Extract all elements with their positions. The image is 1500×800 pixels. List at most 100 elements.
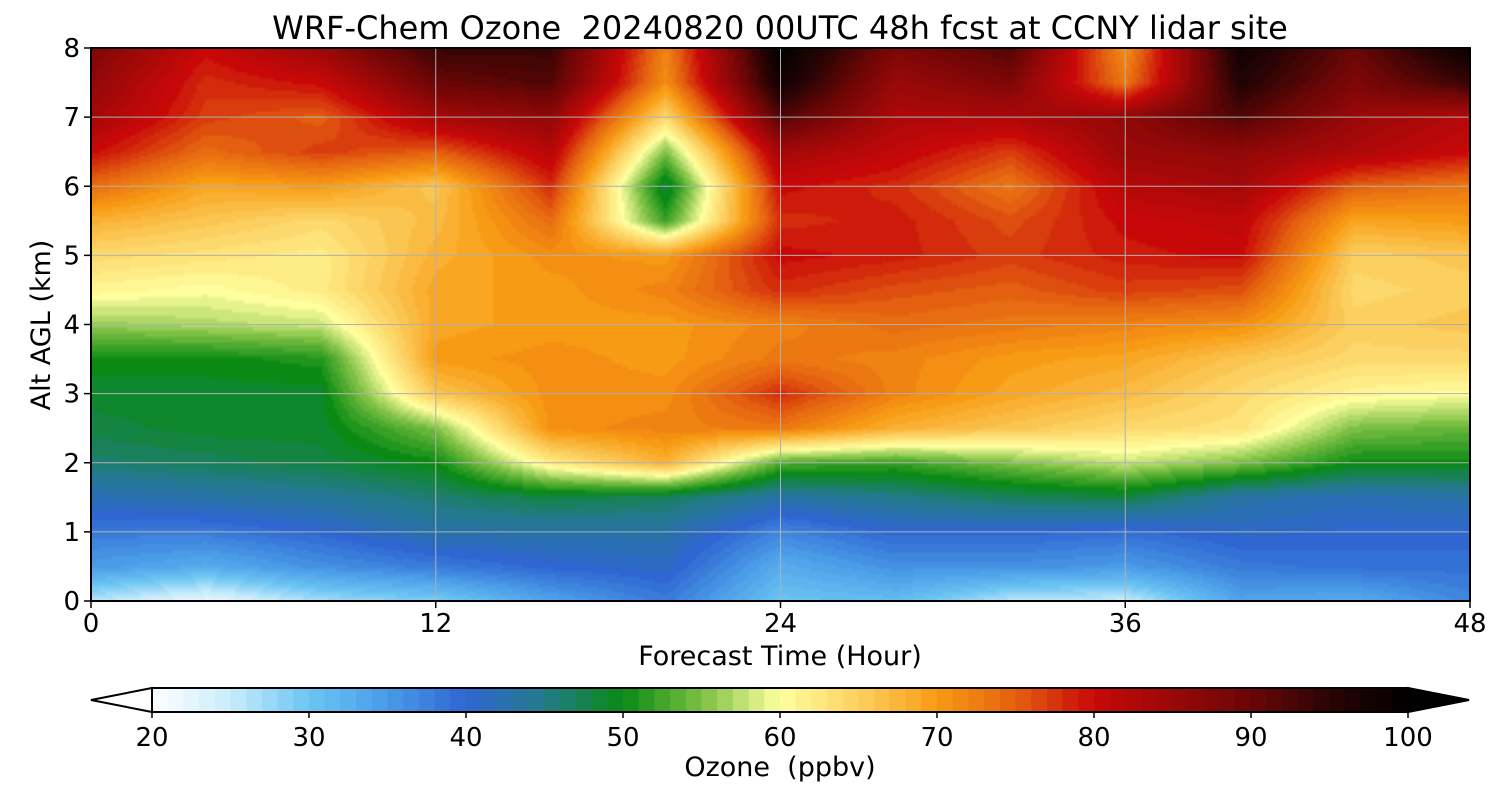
- colorbar-segment: [591, 688, 608, 712]
- colorbar-segment: [418, 688, 436, 712]
- colorbar-segment: [1345, 688, 1362, 712]
- colorbar-segment: [214, 688, 232, 712]
- colorbar-segment: [246, 688, 263, 712]
- colorbar-segment: [1156, 688, 1174, 712]
- colorbar-segment: [152, 688, 169, 712]
- colorbar-segment: [340, 688, 357, 712]
- colorbar-tick-label: 60: [763, 723, 796, 753]
- colorbar-segment: [544, 688, 561, 712]
- colorbar-tick-label: 40: [449, 723, 482, 753]
- colorbar-segment: [1046, 688, 1064, 712]
- colorbar-segment: [827, 688, 844, 712]
- colorbar-segment: [764, 688, 781, 712]
- colorbar: 20 30 40 50 60 70 80 90 100 Ozone (ppbv): [90, 686, 1470, 783]
- colorbar-segment: [1109, 688, 1126, 712]
- y-tick-label: 6: [63, 172, 80, 202]
- colorbar-label: Ozone (ppbv): [684, 752, 875, 783]
- colorbar-tick-label: 30: [292, 723, 325, 753]
- colorbar-segment: [1125, 688, 1142, 712]
- colorbar-segment: [1172, 688, 1189, 712]
- y-tick-label: 5: [63, 241, 80, 271]
- colorbar-segment: [387, 688, 404, 712]
- colorbar-segment: [748, 688, 765, 712]
- colorbar-segment: [513, 688, 530, 712]
- colorbar-segment: [732, 688, 750, 712]
- chart-title: WRF-Chem Ozone 20240820 00UTC 48h fcst a…: [272, 9, 1288, 47]
- colorbar-tick-label: 70: [920, 723, 953, 753]
- colorbar-segment: [324, 688, 341, 712]
- y-tick-label: 8: [63, 34, 80, 64]
- y-tick-label: 1: [63, 518, 80, 548]
- colorbar-segment: [999, 688, 1017, 712]
- colorbar-segment: [1219, 688, 1236, 712]
- colorbar-extend-low: [90, 686, 153, 714]
- colorbar-segment: [685, 688, 703, 712]
- colorbar-segment: [1329, 688, 1346, 712]
- colorbar-segment: [952, 688, 969, 712]
- colorbar-segment: [889, 688, 907, 712]
- x-tick-label: 36: [1109, 609, 1142, 639]
- colorbar-tick-label: 20: [135, 723, 168, 753]
- colorbar-segment: [1062, 688, 1079, 712]
- colorbar-segment: [623, 688, 640, 712]
- colorbar-segment: [984, 688, 1001, 712]
- colorbar-segment: [1298, 688, 1315, 712]
- x-tick-label: 48: [1453, 609, 1486, 639]
- colorbar-segment: [780, 688, 797, 712]
- colorbar-segment: [1015, 688, 1032, 712]
- colorbar-segment: [1360, 688, 1378, 712]
- y-tick-label: 7: [63, 103, 80, 133]
- colorbar-segment: [356, 688, 373, 712]
- y-axis-label: Alt AGL (km): [26, 240, 57, 411]
- colorbar-segment: [638, 688, 655, 712]
- colorbar-tick-label: 90: [1234, 723, 1267, 753]
- colorbar-segment: [1094, 688, 1111, 712]
- colorbar-segment: [167, 688, 184, 712]
- colorbar-segment: [575, 688, 593, 712]
- colorbar-segment: [1141, 688, 1158, 712]
- colorbar-segment: [261, 688, 279, 712]
- colorbar-segment: [1203, 688, 1221, 712]
- x-tick-label: 24: [764, 609, 797, 639]
- colorbar-segment: [1251, 688, 1268, 712]
- colorbar-segment: [277, 688, 294, 712]
- colorbar-tick-label: 80: [1077, 723, 1110, 753]
- colorbar-ticks: 20 30 40 50 60 70 80 90 100: [135, 712, 1433, 753]
- colorbar-tick-label: 100: [1383, 723, 1433, 753]
- x-tick-label: 0: [83, 609, 100, 639]
- colorbar-segment: [701, 688, 718, 712]
- colorbar-segment: [1376, 688, 1393, 712]
- x-tick-label: 12: [419, 609, 452, 639]
- y-tick-label: 4: [63, 311, 80, 341]
- colorbar-segment: [450, 688, 467, 712]
- colorbar-segment: [403, 688, 420, 712]
- colorbar-segment: [654, 688, 671, 712]
- colorbar-segment: [717, 688, 734, 712]
- colorbar-segment: [874, 688, 891, 712]
- plot-area: [90, 47, 1471, 602]
- x-axis: 0 12 24 36 48: [83, 601, 1487, 639]
- colorbar-segment: [811, 688, 828, 712]
- colorbar-segment: [1392, 688, 1409, 712]
- colorbar-segment: [1078, 688, 1095, 712]
- colorbar-segment: [1266, 688, 1283, 712]
- colorbar-segment: [293, 688, 310, 712]
- colorbar-segment: [1313, 688, 1331, 712]
- colorbar-extend-high: [1407, 686, 1470, 714]
- colorbar-segment: [199, 688, 216, 712]
- y-tick-label: 2: [63, 449, 80, 479]
- colorbar-segment: [968, 688, 985, 712]
- colorbar-segment: [528, 688, 546, 712]
- colorbar-segment: [905, 688, 922, 712]
- colorbar-segments: [152, 688, 1409, 712]
- colorbar-segment: [481, 688, 498, 712]
- colorbar-segment: [937, 688, 954, 712]
- colorbar-segment: [466, 688, 483, 712]
- colorbar-segment: [795, 688, 812, 712]
- colorbar-segment: [230, 688, 247, 712]
- colorbar-segment: [921, 688, 938, 712]
- colorbar-segment: [434, 688, 451, 712]
- colorbar-segment: [1188, 688, 1205, 712]
- colorbar-segment: [842, 688, 860, 712]
